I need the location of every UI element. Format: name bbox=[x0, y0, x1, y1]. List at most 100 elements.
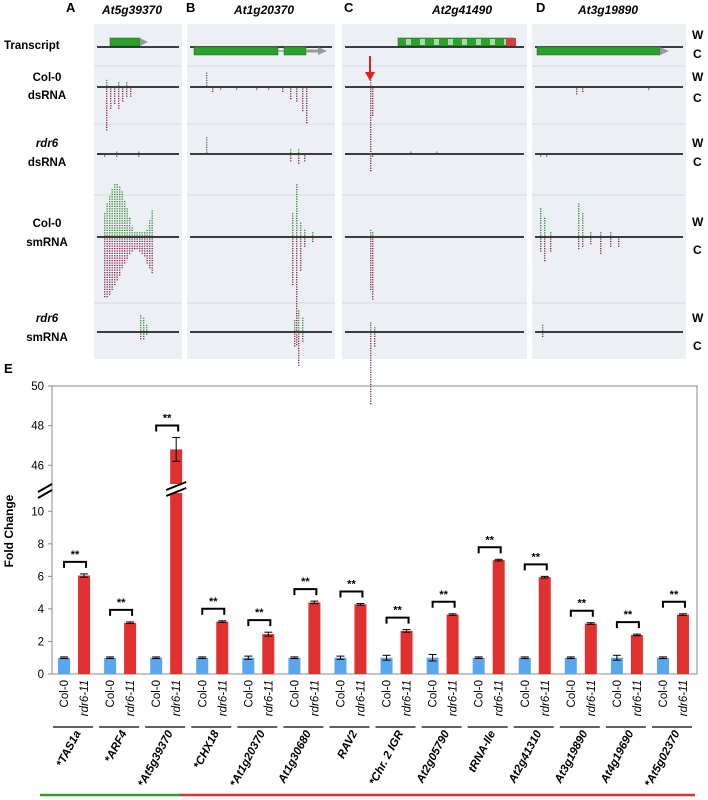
read-c bbox=[111, 281, 113, 283]
read-w bbox=[126, 84, 128, 86]
y-tick-label: 8 bbox=[38, 539, 44, 551]
significance-label: ** bbox=[347, 579, 356, 591]
sample-label-col0: Col-0 bbox=[59, 680, 71, 707]
read-w bbox=[206, 137, 208, 139]
read-w bbox=[119, 213, 121, 215]
plot-frame bbox=[51, 385, 698, 675]
read-w bbox=[106, 84, 108, 86]
read-c bbox=[134, 238, 136, 240]
read-c bbox=[126, 245, 128, 247]
bar-col0 bbox=[518, 657, 531, 674]
read-w bbox=[139, 234, 141, 236]
read-c bbox=[114, 267, 116, 269]
read-c bbox=[151, 272, 153, 274]
read-c bbox=[144, 255, 146, 257]
read-w bbox=[292, 217, 294, 219]
read-c bbox=[136, 243, 138, 245]
read-c bbox=[298, 359, 300, 361]
read-w bbox=[146, 232, 148, 234]
read-c bbox=[372, 298, 374, 300]
read-c bbox=[306, 107, 308, 109]
read-c bbox=[141, 243, 143, 245]
read-c bbox=[119, 269, 121, 271]
read-c bbox=[121, 262, 123, 264]
read-c bbox=[292, 252, 294, 254]
read-c bbox=[116, 276, 118, 278]
read-w bbox=[116, 232, 118, 234]
read-w bbox=[111, 227, 113, 229]
read-c bbox=[544, 238, 546, 240]
read-w bbox=[106, 227, 108, 229]
read-w bbox=[129, 234, 131, 236]
read-w bbox=[126, 215, 128, 217]
read-c bbox=[106, 105, 108, 107]
y-tick-label: 46 bbox=[31, 460, 44, 472]
read-w bbox=[140, 329, 142, 331]
read-c bbox=[104, 274, 106, 276]
read-c bbox=[149, 264, 151, 266]
read-c bbox=[540, 245, 542, 247]
read-c bbox=[116, 260, 118, 262]
read-c bbox=[302, 333, 304, 335]
read-c bbox=[296, 298, 298, 300]
read-w bbox=[124, 222, 126, 224]
read-w bbox=[104, 217, 106, 219]
read-w bbox=[104, 229, 106, 231]
category-label: *Chr. 2 IGR bbox=[367, 728, 406, 787]
read-w bbox=[578, 220, 580, 222]
read-c bbox=[370, 165, 372, 167]
read-w bbox=[578, 210, 580, 212]
read-c bbox=[370, 379, 372, 381]
read-c bbox=[121, 267, 123, 269]
read-c bbox=[370, 136, 372, 138]
bar-rdr6 bbox=[584, 623, 597, 674]
read-w bbox=[300, 222, 302, 224]
read-c bbox=[109, 264, 111, 266]
read-c bbox=[146, 257, 148, 259]
read-w bbox=[149, 225, 151, 227]
read-w bbox=[206, 151, 208, 153]
read-w bbox=[106, 234, 108, 236]
read-w bbox=[121, 191, 123, 193]
read-w bbox=[106, 222, 108, 224]
read-c bbox=[370, 117, 372, 119]
read-c bbox=[370, 338, 372, 340]
read-w bbox=[124, 208, 126, 210]
read-w bbox=[206, 75, 208, 77]
read-c bbox=[114, 95, 116, 97]
read-c bbox=[372, 107, 374, 109]
read-w bbox=[304, 234, 306, 236]
read-w bbox=[370, 322, 372, 324]
read-w bbox=[372, 232, 374, 234]
read-c bbox=[370, 359, 372, 361]
gene-exon bbox=[283, 46, 307, 56]
read-c bbox=[116, 250, 118, 252]
bar-rdr6 bbox=[308, 602, 321, 674]
read-c bbox=[144, 238, 146, 240]
bar-rdr6 bbox=[676, 614, 689, 674]
read-c bbox=[544, 240, 546, 242]
bar-break-mark bbox=[165, 481, 187, 491]
read-c bbox=[374, 335, 376, 337]
sample-label-rdr6: rdr6-11 bbox=[632, 680, 644, 716]
read-c bbox=[578, 240, 580, 242]
read-c bbox=[298, 333, 300, 335]
significance-bracket bbox=[109, 608, 134, 616]
read-w bbox=[114, 203, 116, 205]
track-panels bbox=[94, 24, 686, 359]
read-c bbox=[298, 364, 300, 366]
read-c bbox=[111, 279, 113, 281]
read-c bbox=[296, 267, 298, 269]
read-c bbox=[141, 250, 143, 252]
read-c bbox=[296, 88, 298, 90]
read-c bbox=[104, 248, 106, 250]
significance-bracket bbox=[339, 590, 364, 598]
read-c bbox=[106, 95, 108, 97]
read-w bbox=[540, 213, 542, 215]
gene-intron bbox=[420, 39, 425, 45]
read-w bbox=[119, 189, 121, 191]
read-c bbox=[610, 240, 612, 242]
read-c bbox=[141, 238, 143, 240]
read-w bbox=[374, 327, 376, 329]
read-c bbox=[104, 240, 106, 242]
